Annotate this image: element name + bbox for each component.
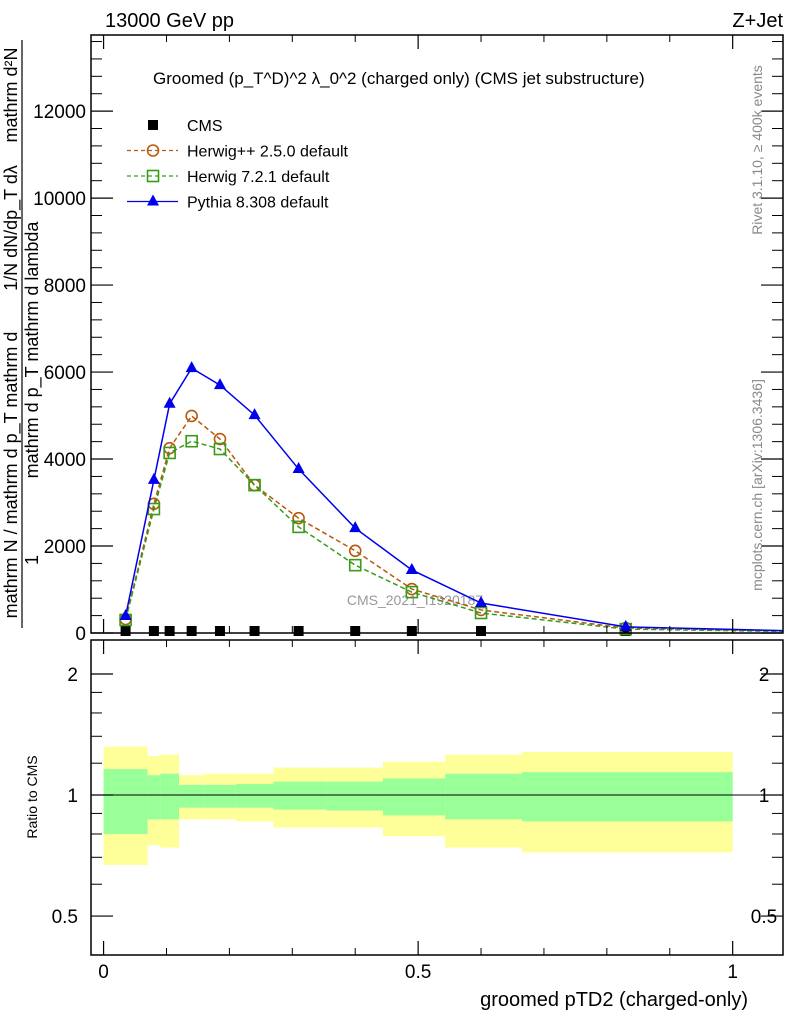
- series-line: [124, 414, 784, 632]
- data-point: [292, 462, 305, 474]
- legend-label: Pythia 8.308 default: [187, 195, 329, 212]
- ratio-y-tick-label: 2: [67, 665, 78, 686]
- ratio-y-tick-label-right: 0.5: [751, 907, 777, 928]
- data-point: [349, 521, 362, 533]
- data-point: [405, 585, 419, 599]
- data-point: [619, 619, 632, 631]
- series-group: [119, 361, 784, 636]
- data-point: [213, 432, 227, 446]
- y-tick-label: 10000: [33, 189, 86, 210]
- data-point: [248, 478, 261, 492]
- y-tick-label: 4000: [44, 450, 86, 471]
- green-band-bin: [326, 781, 383, 811]
- data-point: [620, 626, 631, 636]
- series-0: [120, 626, 631, 636]
- ratio-y-tick-label: 1: [67, 786, 78, 807]
- data-point: [163, 396, 176, 408]
- ratio-y-tick-label-right: 2: [759, 665, 770, 686]
- series-line: [124, 367, 784, 632]
- green-band-bin: [179, 784, 205, 808]
- series-2: [119, 434, 784, 636]
- y-tick-label: 6000: [44, 363, 86, 384]
- data-point: [292, 511, 305, 525]
- data-point: [292, 520, 305, 534]
- series-line: [124, 440, 784, 633]
- legend-marker: [147, 194, 159, 206]
- data-point: [119, 609, 132, 621]
- ylabel-den-lower: mathrm N / mathrm d p_T mathrm d: [1, 332, 22, 619]
- green-band-bin: [382, 778, 446, 816]
- data-point: [474, 606, 488, 620]
- data-point: [249, 626, 260, 636]
- ylabel-d2n: mathrm d²N: [1, 47, 21, 142]
- data-point: [213, 442, 227, 456]
- data-point: [163, 446, 176, 460]
- energy-label: 13000 GeV pp: [105, 10, 234, 32]
- mcplots-credit-text: mcplots.cern.ch [arXiv:1306.3436]: [749, 379, 765, 591]
- green-band-bin: [235, 784, 274, 808]
- y-tick-label: 8000: [44, 276, 86, 297]
- data-point: [147, 472, 160, 484]
- data-point: [406, 626, 417, 636]
- data-point: [248, 408, 261, 420]
- y-axis-label: mathrm d²N 1/N dN/dp_T dλ mathrm N / mat…: [1, 40, 43, 628]
- data-point: [120, 626, 131, 636]
- y-tick-label: 2000: [44, 537, 86, 558]
- data-point: [186, 626, 197, 636]
- data-point: [348, 544, 362, 558]
- green-band-bin: [103, 769, 148, 834]
- plot-title: Groomed (p_T^D)^2 λ_0^2 (charged only) (…: [153, 69, 645, 88]
- legend-marker: [146, 144, 160, 157]
- green-band-bin: [147, 775, 161, 820]
- ylabel-summary: 1/N dN/dp_T dλ: [1, 165, 22, 291]
- axis-ticks: 0 0.5 1 0 2000 4000 6000 8000 10000 12000 0.5 0.5 1 1…: [33, 35, 783, 983]
- x-tick-label: 1: [727, 962, 738, 983]
- y-tick-label: 0: [75, 624, 86, 645]
- ratio-y-label: Ratio to CMS: [24, 755, 40, 838]
- ylabel-num: 1: [22, 555, 42, 565]
- legend-label: CMS: [187, 118, 223, 135]
- data-point: [405, 562, 418, 574]
- series-3: [119, 361, 784, 632]
- x-tick-label: 0.5: [405, 962, 431, 983]
- legend-label: Herwig++ 2.5.0 default: [187, 144, 349, 161]
- data-point: [293, 626, 304, 636]
- green-band-bin: [521, 772, 733, 822]
- ratio-bands: [103, 746, 733, 865]
- data-point: [185, 361, 198, 373]
- legend: CMS Herwig++ 2.5.0 default Herwig 7.2.1 de…: [127, 118, 349, 212]
- data-point: [213, 378, 226, 390]
- green-band-bin: [204, 784, 236, 808]
- ratio-y-tick-label-right: 1: [759, 786, 770, 807]
- legend-marker: [146, 169, 160, 183]
- rivet-version-text: Rivet 3.1.10, ≥ 400k events: [749, 65, 765, 235]
- data-point: [214, 626, 225, 636]
- ratio-y-tick-label: 0.5: [52, 907, 78, 928]
- data-point: [164, 626, 175, 636]
- y-tick-label: 12000: [33, 102, 86, 123]
- legend-label: Herwig 7.2.1 default: [187, 169, 330, 186]
- data-point: [148, 626, 159, 636]
- x-tick-label: 0: [98, 962, 109, 983]
- ylabel-den-upper: mathrm d p_T mathrm d lambda: [22, 221, 43, 479]
- data-point: [185, 409, 198, 423]
- x-axis-label: groomed pTD2 (charged-only): [480, 989, 748, 1011]
- data-point: [348, 558, 362, 572]
- main-plot-frame: [90, 34, 784, 634]
- data-point: [185, 434, 198, 448]
- process-label: Z+Jet: [732, 10, 783, 32]
- green-band-bin: [273, 781, 327, 810]
- ratio-plot-frame: [90, 639, 784, 956]
- legend-marker: [148, 120, 158, 130]
- green-band-bin: [445, 773, 522, 820]
- data-point: [475, 595, 488, 607]
- green-band-bin: [160, 773, 180, 820]
